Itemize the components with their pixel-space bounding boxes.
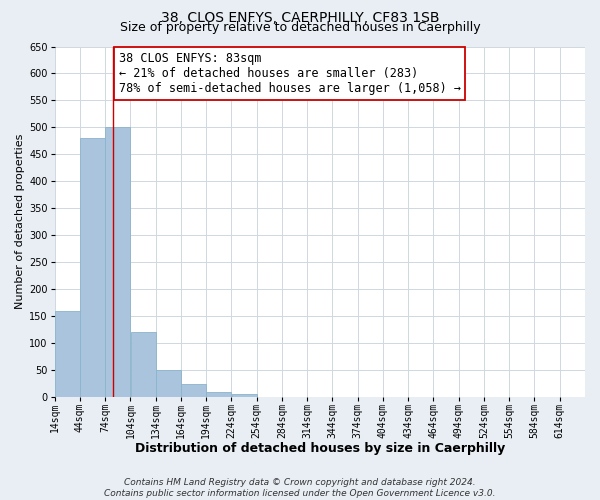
Y-axis label: Number of detached properties: Number of detached properties [15,134,25,310]
X-axis label: Distribution of detached houses by size in Caerphilly: Distribution of detached houses by size … [135,442,505,455]
Bar [55,310,80,397]
Bar [206,392,231,397]
Text: 38 CLOS ENFYS: 83sqm
← 21% of detached houses are smaller (283)
78% of semi-deta: 38 CLOS ENFYS: 83sqm ← 21% of detached h… [119,52,461,95]
Text: 38, CLOS ENFYS, CAERPHILLY, CF83 1SB: 38, CLOS ENFYS, CAERPHILLY, CF83 1SB [161,11,439,25]
Bar [232,394,257,397]
Bar [80,138,105,397]
Text: Size of property relative to detached houses in Caerphilly: Size of property relative to detached ho… [119,22,481,35]
Bar [181,384,206,397]
Bar [156,370,181,397]
Bar [131,332,155,397]
Text: Contains HM Land Registry data © Crown copyright and database right 2024.
Contai: Contains HM Land Registry data © Crown c… [104,478,496,498]
Bar [106,128,130,397]
